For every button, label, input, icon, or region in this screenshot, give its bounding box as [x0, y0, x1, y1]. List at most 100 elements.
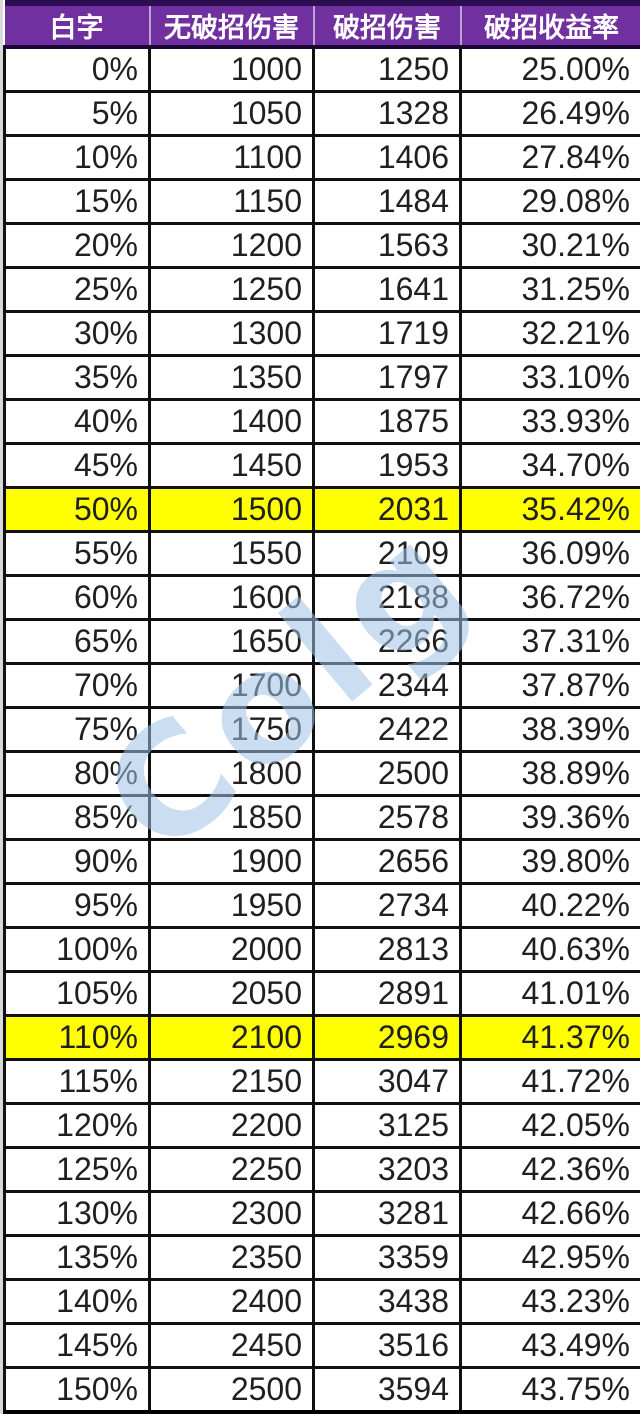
cell-no-break-damage: 2250 [148, 1146, 315, 1193]
table-row: 10% 1100 1406 27.84% [3, 134, 640, 181]
cell-break-gain-rate: 25.00% [459, 45, 640, 93]
table-row: 145% 2450 3516 43.49% [3, 1322, 640, 1369]
table-row: 35% 1350 1797 33.10% [3, 354, 640, 401]
cell-baizi: 65% [3, 618, 151, 665]
table-row: 140% 2400 3438 43.23% [3, 1278, 640, 1325]
cell-break-gain-rate: 37.87% [459, 662, 640, 709]
cell-break-damage: 2734 [312, 882, 462, 929]
cell-break-damage: 3359 [312, 1234, 462, 1281]
table-row: 85% 1850 2578 39.36% [3, 794, 640, 841]
cell-break-damage: 3203 [312, 1146, 462, 1193]
cell-baizi: 110% [3, 1014, 151, 1061]
cell-baizi: 50% [3, 486, 151, 533]
cell-baizi: 125% [3, 1146, 151, 1193]
table-row: 40% 1400 1875 33.93% [3, 398, 640, 445]
cell-baizi: 45% [3, 442, 151, 489]
cell-break-damage: 2422 [312, 706, 462, 753]
cell-break-damage: 1953 [312, 442, 462, 489]
cell-baizi: 100% [3, 926, 151, 973]
cell-no-break-damage: 1350 [148, 354, 315, 401]
cell-break-damage: 3594 [312, 1366, 462, 1414]
cell-break-damage: 1641 [312, 266, 462, 313]
cell-break-damage: 2500 [312, 750, 462, 797]
cell-no-break-damage: 1900 [148, 838, 315, 885]
cell-break-damage: 2266 [312, 618, 462, 665]
cell-no-break-damage: 2100 [148, 1014, 315, 1061]
cell-no-break-damage: 2300 [148, 1190, 315, 1237]
cell-no-break-damage: 1700 [148, 662, 315, 709]
cell-baizi: 10% [3, 134, 151, 181]
cell-baizi: 75% [3, 706, 151, 753]
cell-break-gain-rate: 40.22% [459, 882, 640, 929]
cell-no-break-damage: 1400 [148, 398, 315, 445]
cell-break-damage: 3438 [312, 1278, 462, 1325]
table-row: 20% 1200 1563 30.21% [3, 222, 640, 269]
cell-no-break-damage: 1300 [148, 310, 315, 357]
cell-no-break-damage: 1250 [148, 266, 315, 313]
cell-break-damage: 2813 [312, 926, 462, 973]
cell-no-break-damage: 1000 [148, 45, 315, 93]
cell-baizi: 60% [3, 574, 151, 621]
table-body: 0% 1000 1250 25.00% 5% 1050 1328 26.49% … [3, 45, 640, 1414]
left-edge-divider [0, 0, 3, 1414]
cell-break-gain-rate: 35.42% [459, 486, 640, 533]
cell-no-break-damage: 1200 [148, 222, 315, 269]
table-row: 125% 2250 3203 42.36% [3, 1146, 640, 1193]
cell-break-gain-rate: 29.08% [459, 178, 640, 225]
cell-no-break-damage: 1150 [148, 178, 315, 225]
cell-break-gain-rate: 38.39% [459, 706, 640, 753]
cell-baizi: 130% [3, 1190, 151, 1237]
cell-break-damage: 1328 [312, 90, 462, 137]
cell-break-gain-rate: 26.49% [459, 90, 640, 137]
cell-break-gain-rate: 42.36% [459, 1146, 640, 1193]
cell-baizi: 70% [3, 662, 151, 709]
cell-break-gain-rate: 33.93% [459, 398, 640, 445]
cell-baizi: 25% [3, 266, 151, 313]
cell-break-gain-rate: 39.36% [459, 794, 640, 841]
table-row: 55% 1550 2109 36.09% [3, 530, 640, 577]
header-cell-no-break-damage: 无破招伤害 [148, 0, 314, 49]
cell-break-damage: 1719 [312, 310, 462, 357]
header-cell-break-damage: 破招伤害 [312, 0, 461, 49]
cell-no-break-damage: 2050 [148, 970, 315, 1017]
cell-baizi: 115% [3, 1058, 151, 1105]
cell-break-gain-rate: 43.23% [459, 1278, 640, 1325]
cell-break-gain-rate: 31.25% [459, 266, 640, 313]
break-damage-table: 白字 无破招伤害 破招伤害 破招收益率 0% 1000 1250 25.00% … [3, 0, 640, 1414]
table-row: 100% 2000 2813 40.63% [3, 926, 640, 973]
cell-break-damage: 3516 [312, 1322, 462, 1369]
table-row: 90% 1900 2656 39.80% [3, 838, 640, 885]
cell-no-break-damage: 2500 [148, 1366, 315, 1414]
table-row: 95% 1950 2734 40.22% [3, 882, 640, 929]
cell-no-break-damage: 2400 [148, 1278, 315, 1325]
cell-baizi: 30% [3, 310, 151, 357]
header-cell-baizi: 白字 [4, 0, 150, 49]
table-row: 135% 2350 3359 42.95% [3, 1234, 640, 1281]
cell-baizi: 120% [3, 1102, 151, 1149]
cell-break-damage: 2344 [312, 662, 462, 709]
cell-baizi: 95% [3, 882, 151, 929]
cell-break-damage: 1484 [312, 178, 462, 225]
cell-baizi: 145% [3, 1322, 151, 1369]
table-row: 5% 1050 1328 26.49% [3, 90, 640, 137]
table-row: 60% 1600 2188 36.72% [3, 574, 640, 621]
cell-no-break-damage: 2000 [148, 926, 315, 973]
table-row: 25% 1250 1641 31.25% [3, 266, 640, 313]
cell-no-break-damage: 1500 [148, 486, 315, 533]
cell-no-break-damage: 1650 [148, 618, 315, 665]
table-row: 115% 2150 3047 41.72% [3, 1058, 640, 1105]
cell-no-break-damage: 2350 [148, 1234, 315, 1281]
table-row: 0% 1000 1250 25.00% [3, 45, 640, 93]
cell-baizi: 85% [3, 794, 151, 841]
table-row: 110% 2100 2969 41.37% [3, 1014, 640, 1061]
table-row: 150% 2500 3594 43.75% [3, 1366, 640, 1414]
cell-no-break-damage: 1950 [148, 882, 315, 929]
cell-no-break-damage: 1100 [148, 134, 315, 181]
cell-break-gain-rate: 33.10% [459, 354, 640, 401]
cell-no-break-damage: 2200 [148, 1102, 315, 1149]
table-row: 45% 1450 1953 34.70% [3, 442, 640, 489]
cell-break-damage: 2969 [312, 1014, 462, 1061]
table-row: 75% 1750 2422 38.39% [3, 706, 640, 753]
cell-break-gain-rate: 43.75% [459, 1366, 640, 1414]
table-row: 80% 1800 2500 38.89% [3, 750, 640, 797]
